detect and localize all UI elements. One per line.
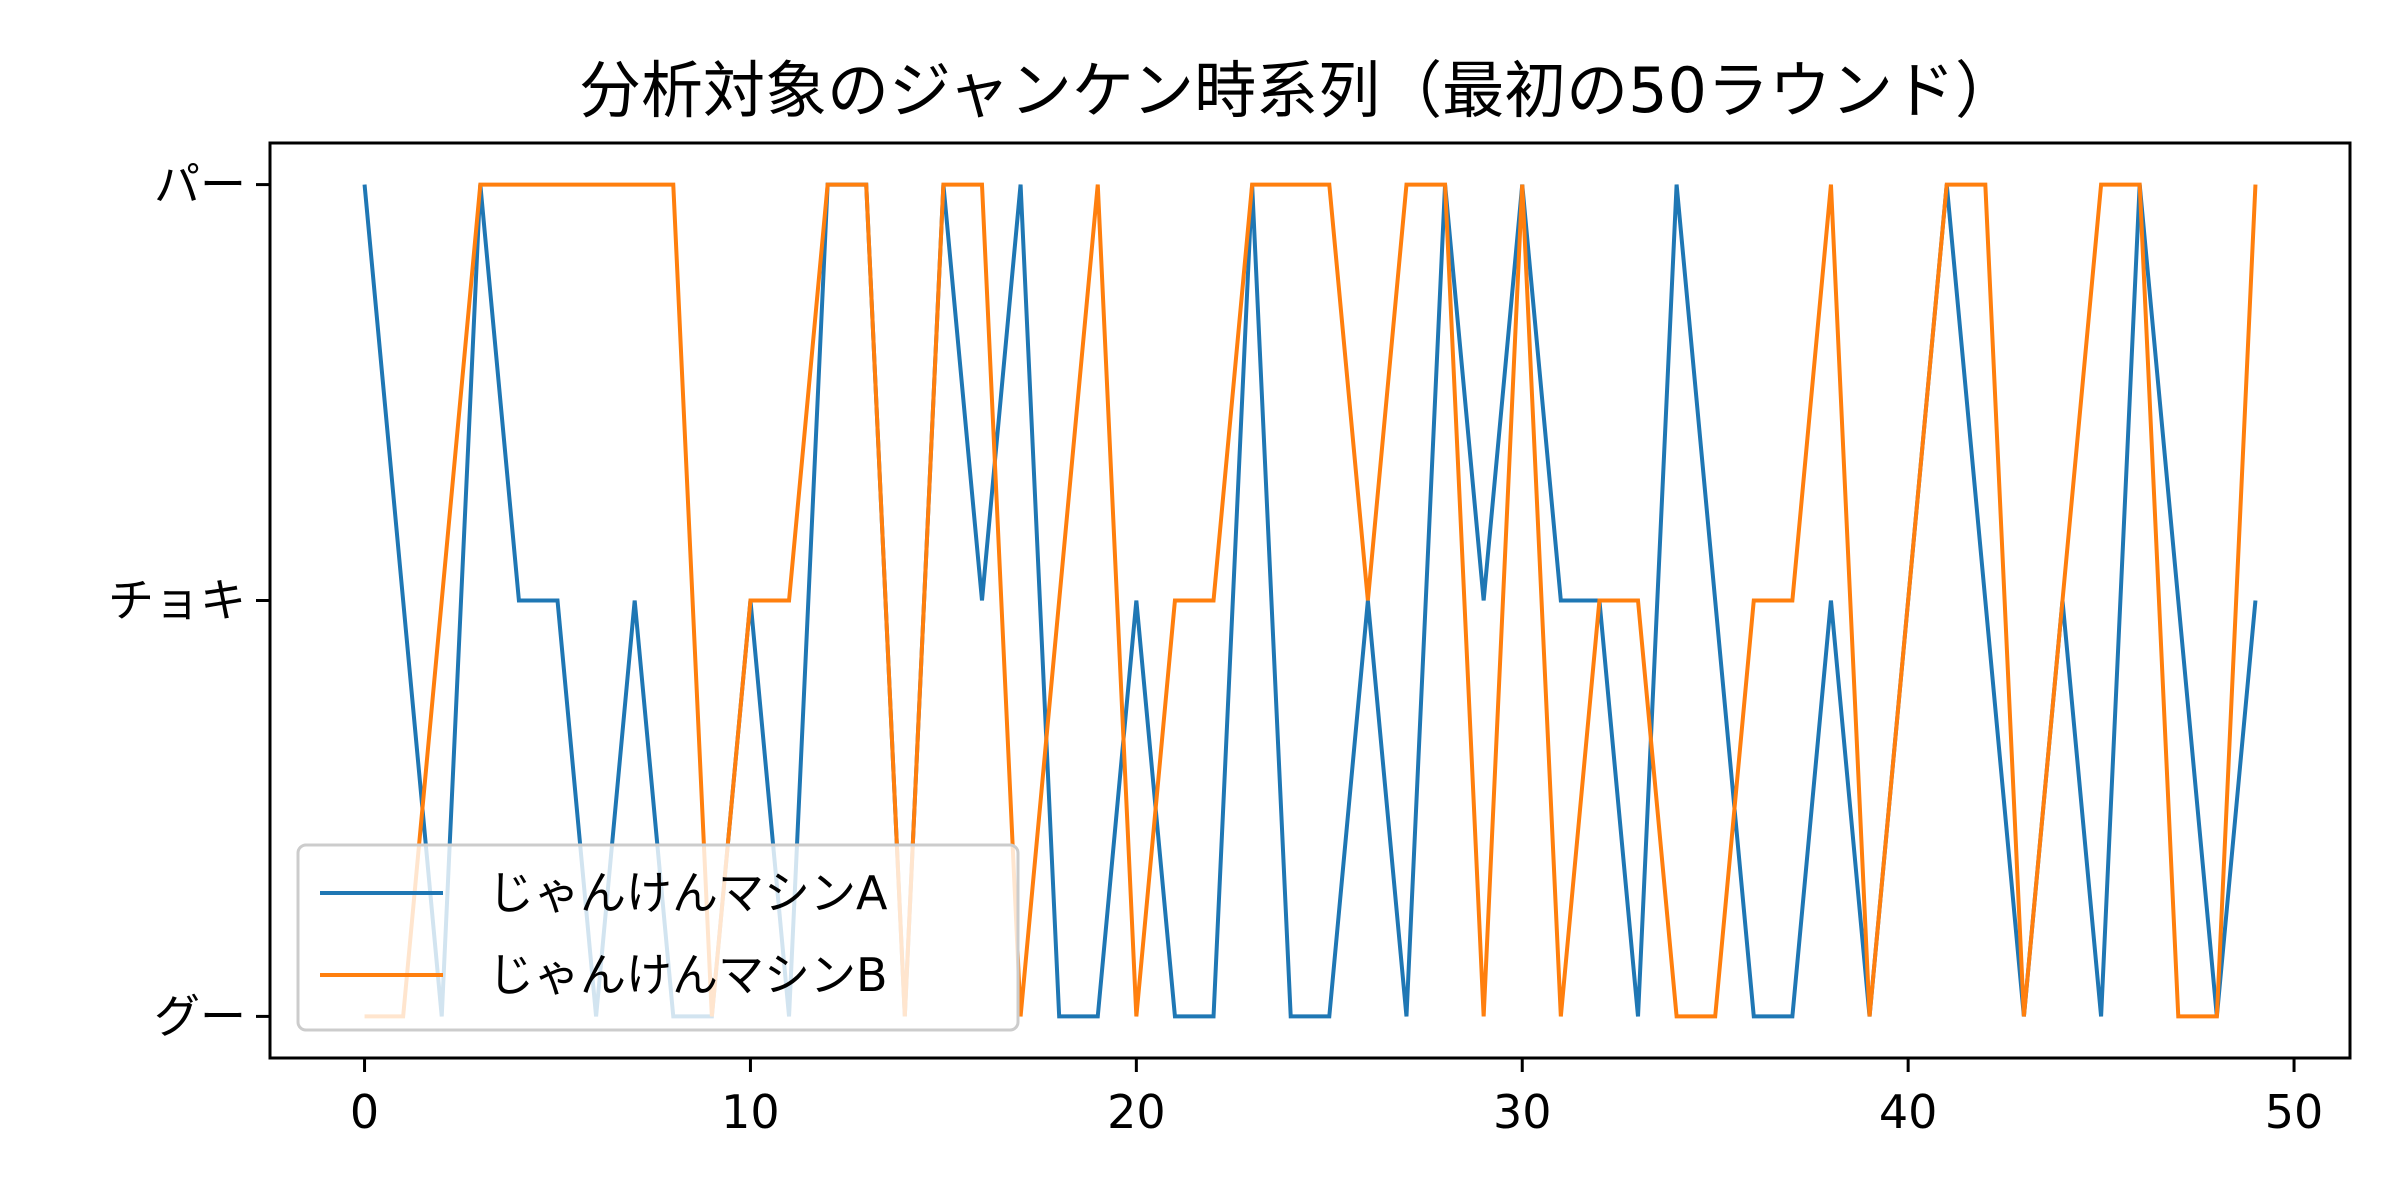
x-tick-label: 0	[350, 1085, 379, 1139]
x-tick-label: 50	[2265, 1085, 2324, 1139]
y-tick-label: チョキ	[108, 574, 246, 628]
x-tick-label: 40	[1879, 1085, 1938, 1139]
y-axis: グー チョキ パー	[108, 158, 270, 1043]
legend-label: じゃんけんマシンA	[488, 866, 888, 920]
series-line-b	[364, 182, 2258, 1019]
x-tick-label: 20	[1107, 1085, 1166, 1139]
chart-title: 分析対象のジャンケン時系列（最初の50ラウンド）	[579, 54, 2017, 127]
legend-box	[296, 843, 1020, 1032]
x-tick-label: 30	[1493, 1085, 1552, 1139]
legend-label: じゃんけんマシンB	[488, 948, 888, 1002]
y-tick-label: パー	[154, 158, 246, 212]
y-tick-label: グー	[154, 989, 246, 1043]
x-tick-label: 10	[721, 1085, 780, 1139]
legend: じゃんけんマシンA じゃんけんマシンB	[296, 843, 1020, 1032]
x-axis: 0 10 20 30 40 50	[350, 1058, 2323, 1139]
